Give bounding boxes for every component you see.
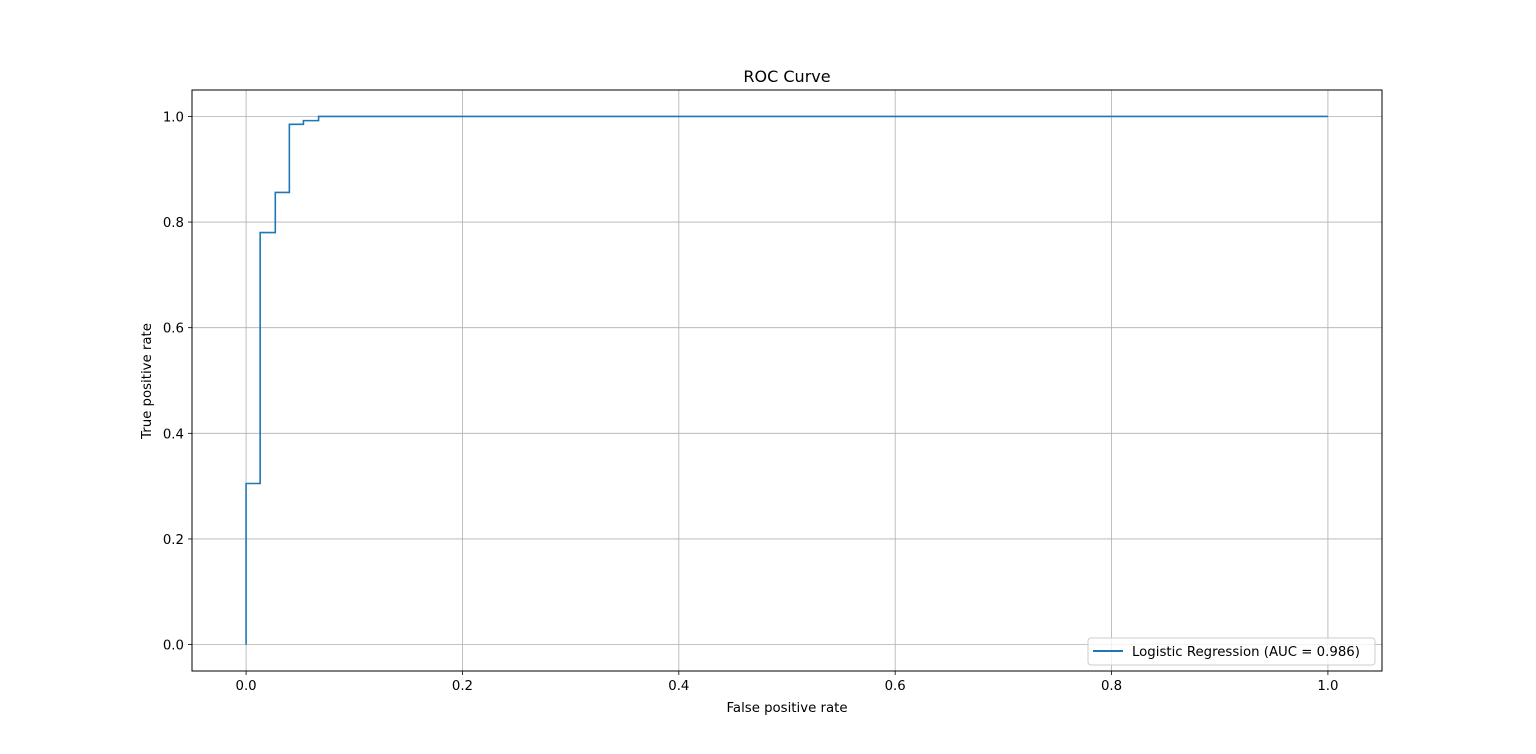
roc-series-line bbox=[245, 115, 1328, 645]
series-layer bbox=[245, 115, 1328, 645]
legend-label: Logistic Regression (AUC = 0.986) bbox=[1132, 645, 1360, 660]
axes-frame bbox=[191, 89, 1383, 672]
x-tick-label: 0.6 bbox=[885, 679, 906, 694]
legend-box bbox=[1087, 637, 1376, 666]
y-tick-label: 0.2 bbox=[163, 533, 184, 548]
x-tick-label: 0.8 bbox=[1101, 679, 1122, 694]
x-tick-label: 0.0 bbox=[236, 679, 257, 694]
x-tick-label: 0.4 bbox=[668, 679, 689, 694]
x-tick-label: 0.2 bbox=[452, 679, 473, 694]
y-tick-label: 0.0 bbox=[163, 639, 184, 654]
ticks: 0.0 0.2 0.4 0.6 0.8 1.0 0.0 0.2 0.4 0.6 0.8 1.0 bbox=[163, 110, 1339, 694]
x-axis-label: False positive rate bbox=[727, 701, 848, 716]
y-axis-label: True positive rate bbox=[140, 323, 155, 440]
y-tick-label: 0.8 bbox=[163, 216, 184, 231]
legend: Logistic Regression (AUC = 0.986) bbox=[1087, 637, 1376, 666]
y-tick-label: 0.6 bbox=[163, 322, 184, 337]
y-tick-label: 0.4 bbox=[163, 427, 184, 442]
y-tick-label: 1.0 bbox=[163, 110, 184, 125]
chart-title: ROC Curve bbox=[743, 67, 830, 86]
x-tick-label: 1.0 bbox=[1317, 679, 1338, 694]
